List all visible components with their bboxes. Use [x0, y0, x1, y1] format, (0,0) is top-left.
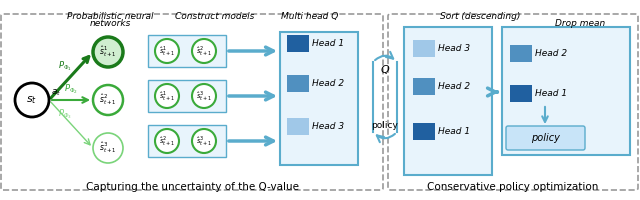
- Text: $\hat{s}^1_{t+1}$: $\hat{s}^1_{t+1}$: [159, 44, 175, 58]
- FancyBboxPatch shape: [413, 78, 435, 95]
- FancyBboxPatch shape: [148, 80, 226, 112]
- FancyBboxPatch shape: [148, 35, 226, 67]
- Text: $\hat{s}^3_{t+1}$: $\hat{s}^3_{t+1}$: [196, 134, 212, 148]
- FancyBboxPatch shape: [413, 40, 435, 57]
- Circle shape: [192, 39, 216, 63]
- FancyBboxPatch shape: [287, 75, 309, 92]
- Text: $\hat{s}^1_{t+1}$: $\hat{s}^1_{t+1}$: [99, 45, 116, 59]
- FancyBboxPatch shape: [287, 35, 309, 52]
- Text: Head 1: Head 1: [535, 89, 567, 98]
- Text: Conservative policy optimization: Conservative policy optimization: [428, 182, 598, 192]
- Text: $P_{\Phi_2}$: $P_{\Phi_2}$: [64, 82, 78, 96]
- Circle shape: [155, 39, 179, 63]
- Text: Head 1: Head 1: [438, 127, 470, 136]
- Text: $a_t$: $a_t$: [51, 88, 61, 98]
- FancyBboxPatch shape: [404, 27, 492, 175]
- Text: Head 3: Head 3: [438, 44, 470, 53]
- Text: Probabilistic neural: Probabilistic neural: [67, 12, 153, 21]
- FancyBboxPatch shape: [148, 125, 226, 157]
- Text: $\hat{s}^2_{t+1}$: $\hat{s}^2_{t+1}$: [159, 134, 175, 148]
- Text: Q: Q: [381, 65, 389, 75]
- Text: Capturing the uncertainty of the Q-value: Capturing the uncertainty of the Q-value: [86, 182, 298, 192]
- FancyBboxPatch shape: [510, 85, 532, 102]
- FancyBboxPatch shape: [280, 32, 358, 165]
- Text: policy: policy: [372, 120, 399, 130]
- Circle shape: [155, 84, 179, 108]
- Text: $\hat{s}^3_{t+1}$: $\hat{s}^3_{t+1}$: [196, 89, 212, 103]
- Text: Multi head Q: Multi head Q: [282, 12, 339, 21]
- Text: $\hat{s}^1_{t+1}$: $\hat{s}^1_{t+1}$: [159, 89, 175, 103]
- Text: $\hat{s}^3_{t+1}$: $\hat{s}^3_{t+1}$: [99, 141, 116, 155]
- Text: Head 2: Head 2: [535, 49, 567, 58]
- FancyBboxPatch shape: [287, 118, 309, 135]
- Text: Head 3: Head 3: [312, 122, 344, 131]
- Circle shape: [15, 83, 49, 117]
- Text: $P_{\Phi_3}$: $P_{\Phi_3}$: [58, 107, 72, 121]
- FancyBboxPatch shape: [506, 126, 585, 150]
- FancyBboxPatch shape: [510, 45, 532, 62]
- FancyArrowPatch shape: [377, 134, 395, 142]
- Text: Drop mean: Drop mean: [555, 19, 605, 28]
- Text: networks: networks: [90, 19, 131, 28]
- Text: policy: policy: [531, 133, 559, 143]
- Text: Head 1: Head 1: [312, 39, 344, 48]
- Text: Sort (descending): Sort (descending): [440, 12, 520, 21]
- Text: $\hat{s}^2_{t+1}$: $\hat{s}^2_{t+1}$: [99, 93, 116, 107]
- Text: Construct models: Construct models: [175, 12, 255, 21]
- Circle shape: [93, 85, 123, 115]
- Text: $s_t$: $s_t$: [26, 94, 38, 106]
- Circle shape: [155, 129, 179, 153]
- FancyArrowPatch shape: [375, 52, 393, 60]
- Text: $P_{\Phi_1}$: $P_{\Phi_1}$: [58, 59, 72, 73]
- Text: Head 2: Head 2: [438, 82, 470, 91]
- FancyBboxPatch shape: [502, 27, 630, 155]
- Circle shape: [93, 133, 123, 163]
- FancyBboxPatch shape: [413, 123, 435, 140]
- Text: Head 2: Head 2: [312, 79, 344, 88]
- Text: $\hat{s}^2_{t+1}$: $\hat{s}^2_{t+1}$: [196, 44, 212, 58]
- Circle shape: [93, 37, 123, 67]
- Circle shape: [192, 84, 216, 108]
- Circle shape: [192, 129, 216, 153]
